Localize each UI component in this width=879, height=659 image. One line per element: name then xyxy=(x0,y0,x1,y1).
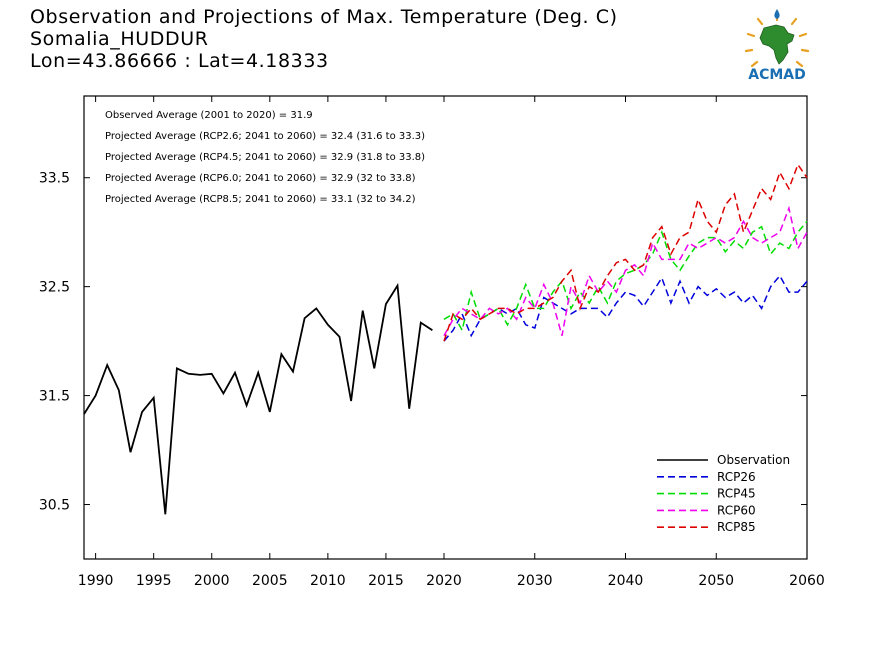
x-tick-label: 2015 xyxy=(368,573,404,589)
series-layer xyxy=(83,162,808,515)
x-axis: 1990 1995 2000 2005 2010 2015 2020 2030 2040 2050… xyxy=(78,96,825,589)
legend: Observation RCP26 RCP45 RCP60 RCP85 xyxy=(657,453,790,534)
stat-line: Projected Average (RCP4.5; 2041 to 2060)… xyxy=(105,152,425,163)
series-line-rcp45 xyxy=(443,220,808,333)
station-coordinates: Lon=43.86666 : Lat=4.18333 xyxy=(30,50,329,72)
legend-label: RCP85 xyxy=(717,520,756,534)
stat-line: Projected Average (RCP8.5; 2041 to 2060)… xyxy=(105,194,416,205)
x-tick-label: 2040 xyxy=(608,573,644,589)
chart-title: Observation and Projections of Max. Temp… xyxy=(30,6,618,28)
x-tick-label: 1995 xyxy=(136,573,172,589)
stat-line: Observed Average (2001 to 2020) = 31.9 xyxy=(105,110,313,121)
station-name: Somalia_HUDDUR xyxy=(30,28,209,50)
x-tick-label: 2020 xyxy=(426,573,462,589)
y-tick-label: 33.5 xyxy=(39,171,70,187)
x-tick-label: 2010 xyxy=(310,573,346,589)
acmad-logo: ACMAD xyxy=(744,9,810,83)
x-tick-label: 1990 xyxy=(78,573,114,589)
legend-label: RCP26 xyxy=(717,470,756,484)
stats-annotations: Observed Average (2001 to 2020) = 31.9 Pr… xyxy=(105,110,425,205)
legend-label: Observation xyxy=(717,453,790,467)
series-line-observation xyxy=(83,282,433,515)
y-tick-label: 30.5 xyxy=(39,498,70,514)
logo-text: ACMAD xyxy=(748,67,806,83)
x-tick-label: 2005 xyxy=(252,573,288,589)
y-axis: 30.5 31.5 32.5 33.5 xyxy=(39,171,807,514)
plot-area xyxy=(83,95,808,560)
series-line-rcp60 xyxy=(443,205,808,337)
x-tick-label: 2030 xyxy=(517,573,553,589)
x-tick-label: 2060 xyxy=(789,573,825,589)
title-block: Observation and Projections of Max. Temp… xyxy=(30,6,618,72)
series-line-rcp26 xyxy=(443,274,808,342)
y-tick-label: 32.5 xyxy=(39,280,70,296)
water-drop-icon xyxy=(774,9,780,19)
stat-line: Projected Average (RCP6.0; 2041 to 2060)… xyxy=(105,173,416,184)
series-line-rcp85 xyxy=(443,162,808,342)
legend-label: RCP45 xyxy=(717,487,756,501)
africa-map-icon xyxy=(759,24,795,65)
x-tick-label: 2000 xyxy=(194,573,230,589)
stat-line: Projected Average (RCP2.6; 2041 to 2060)… xyxy=(105,131,425,142)
x-tick-label: 2050 xyxy=(698,573,734,589)
y-tick-label: 31.5 xyxy=(39,389,70,405)
legend-label: RCP60 xyxy=(717,503,756,517)
